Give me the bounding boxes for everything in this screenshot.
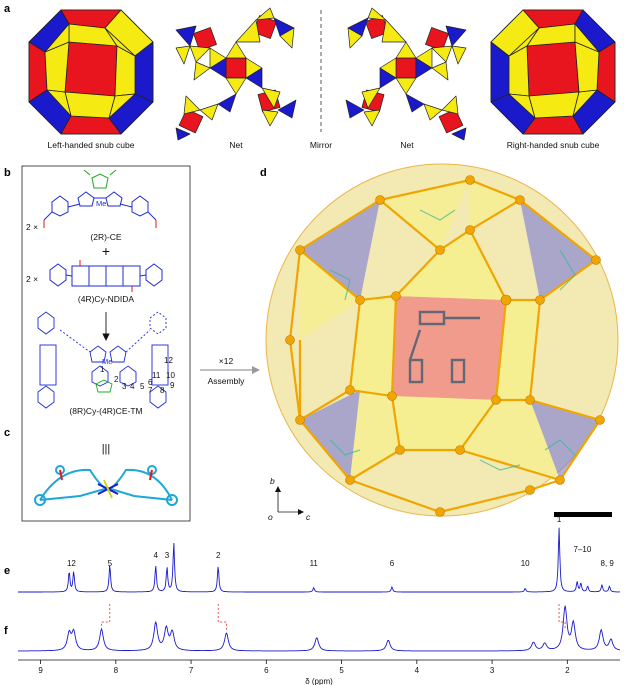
site-4: 4: [130, 382, 135, 391]
spectrum-trace-e: [18, 527, 620, 593]
spectrum-trace-f: [18, 605, 621, 652]
right-snub-cube-caption: Right-handed snub cube: [507, 140, 600, 150]
axes-indicator: [275, 486, 304, 515]
peak-label-e-7: 10: [521, 559, 530, 568]
x-tick-label-3: 6: [264, 666, 269, 675]
panel-label-e: e: [4, 565, 10, 577]
assembly-arrowhead: [252, 366, 260, 374]
panel-label-a: a: [4, 3, 11, 15]
peak-label-e-9: 7–10: [573, 545, 591, 554]
tm-stick-model: [34, 465, 178, 506]
x-tick-label-5: 4: [415, 666, 420, 675]
shift-connector-2: [558, 604, 566, 630]
x-tick-label-0: 9: [38, 666, 43, 675]
shift-connector-1: [217, 604, 227, 630]
x-tick-label-1: 8: [114, 666, 119, 675]
peak-label-e-8: 1: [557, 515, 562, 524]
site-2: 2: [114, 375, 119, 384]
peak-label-e-5: 11: [310, 559, 319, 568]
ndida-structure: [49, 260, 163, 292]
site-7: 7: [148, 386, 153, 395]
right-snub-cube: [490, 9, 616, 135]
site-number-labels: 1 2 3 4 5 6 7 8 9 10 11 12: [100, 356, 175, 395]
ce-name: (2R)-CE: [90, 232, 121, 242]
site-8: 8: [160, 386, 165, 395]
axis-label-o: o: [268, 512, 273, 522]
x-tick-label-4: 5: [339, 666, 344, 675]
x-axis-label: δ (ppm): [305, 677, 333, 685]
ce-multiplier: 2 ×: [26, 222, 38, 232]
tm-methyl-label: Me: [102, 357, 112, 366]
site-6: 6: [148, 378, 153, 387]
x-tick-label-7: 2: [565, 666, 570, 675]
mirror-caption: Mirror: [310, 140, 332, 150]
peak-label-e-10: 8, 9: [601, 559, 615, 568]
shift-connector-0: [101, 604, 111, 630]
peak-label-e-0: 12: [67, 559, 76, 568]
site-1: 1: [100, 365, 105, 374]
assembly-multiplier: ×12: [219, 356, 234, 366]
axis-label-c: c: [306, 512, 311, 522]
x-tick-label-6: 3: [490, 666, 495, 675]
peak-label-e-4: 2: [216, 551, 221, 560]
peak-label-e-1: 5: [108, 559, 113, 568]
supramolecular-cage: [265, 163, 619, 517]
panel-label-f: f: [4, 625, 8, 637]
left-snub-cube-caption: Left-handed snub cube: [48, 140, 135, 150]
peak-label-e-6: 6: [390, 559, 395, 568]
panel-label-b: b: [4, 167, 11, 179]
ce-structure: [43, 169, 157, 228]
panel-label-c: c: [4, 427, 10, 439]
site-5: 5: [140, 382, 145, 391]
x-tick-label-2: 7: [189, 666, 194, 675]
scale-bar: [554, 512, 612, 517]
site-11: 11: [152, 371, 161, 380]
right-net-caption: Net: [400, 140, 414, 150]
ndida-multiplier: 2 ×: [26, 274, 38, 284]
left-snub-cube: [28, 9, 154, 135]
site-10: 10: [166, 371, 175, 380]
axis-label-b: b: [270, 476, 275, 486]
site-12: 12: [164, 356, 173, 365]
assembly-label: Assembly: [208, 376, 246, 386]
tm-name: (8R)Cy-(4R)CE-TM: [69, 406, 142, 416]
site-3: 3: [122, 382, 127, 391]
panel-b-frame: [21, 165, 191, 522]
ce-methyl-label: Me: [96, 199, 106, 208]
left-net: [175, 7, 297, 141]
plus-sign: +: [102, 243, 110, 259]
equivalence-symbol: |||: [102, 443, 111, 455]
peak-label-e-3: 3: [165, 551, 170, 560]
ndida-name: (4R)Cy-NDIDA: [78, 294, 135, 304]
right-net: [345, 7, 467, 141]
peak-label-e-2: 4: [153, 551, 158, 560]
tm-structure: [37, 311, 169, 409]
panel-label-d: d: [260, 167, 267, 179]
site-9: 9: [170, 381, 175, 390]
left-net-caption: Net: [229, 140, 243, 150]
